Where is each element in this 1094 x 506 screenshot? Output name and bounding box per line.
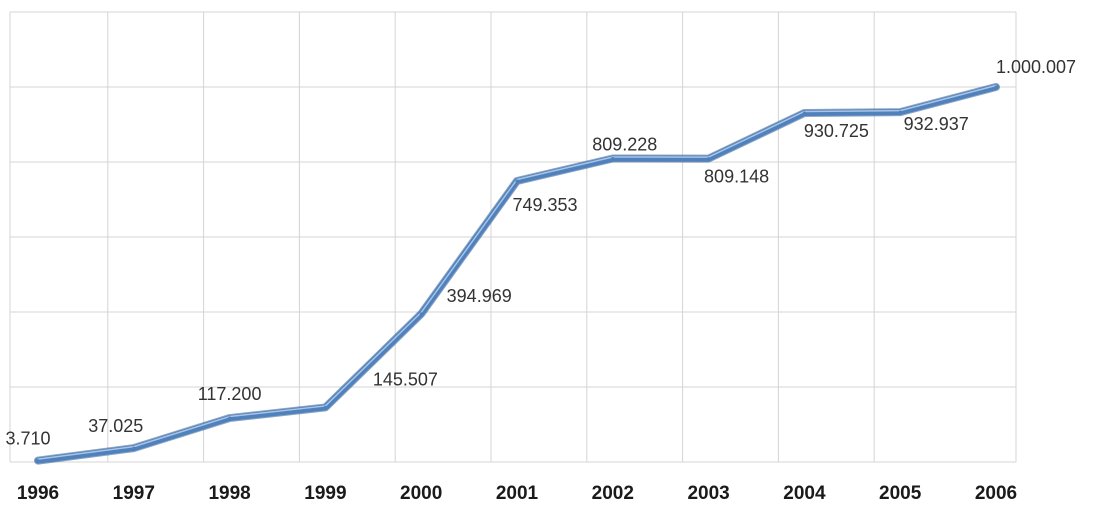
x-tick-label: 2003 — [687, 483, 729, 504]
data-point — [802, 111, 806, 115]
x-tick-label: 2004 — [783, 483, 826, 504]
data-point — [419, 312, 423, 316]
data-point — [898, 110, 902, 114]
data-point — [323, 405, 327, 409]
data-label: 1.000.007 — [996, 57, 1076, 77]
data-label-group: 3.710 37.025 117.200 145.507 394.969 749.353 8… — [5, 57, 1076, 449]
data-point — [36, 459, 40, 463]
x-tick-label: 2005 — [879, 483, 922, 504]
series-line — [35, 83, 999, 464]
data-point — [228, 416, 232, 420]
data-label: 145.507 — [373, 369, 438, 389]
data-label: 37.025 — [88, 416, 143, 436]
x-tick-label: 1998 — [208, 483, 250, 504]
data-point — [515, 179, 519, 183]
data-label: 932.937 — [904, 114, 969, 134]
data-point — [994, 85, 998, 89]
data-label: 749.353 — [512, 195, 577, 215]
data-label: 3.710 — [5, 429, 50, 449]
series-line-group — [34, 82, 1000, 465]
data-point — [132, 446, 136, 450]
data-label: 394.969 — [447, 286, 512, 306]
data-label: 809.148 — [704, 167, 769, 187]
x-tick-label: 1999 — [304, 483, 346, 504]
x-tick-label: 2006 — [975, 483, 1017, 504]
x-tick-label: 1996 — [17, 483, 59, 504]
series-line-highlight — [37, 84, 997, 460]
data-point — [707, 157, 711, 161]
data-label: 117.200 — [198, 384, 262, 404]
data-point — [611, 157, 615, 161]
x-tick-label: 2001 — [496, 483, 539, 504]
grid-lines — [9, 11, 1017, 463]
x-tick-label: 2000 — [400, 483, 442, 504]
x-tick-label: 1997 — [113, 483, 155, 504]
x-axis-tick-labels: 1996 1997 1998 1999 2000 2001 2002 2003 2004 2005… — [17, 483, 1017, 504]
data-label: 809.228 — [592, 135, 657, 155]
data-label: 930.725 — [804, 121, 869, 141]
x-tick-label: 2002 — [592, 483, 634, 504]
series-line-shadow — [34, 82, 1000, 465]
